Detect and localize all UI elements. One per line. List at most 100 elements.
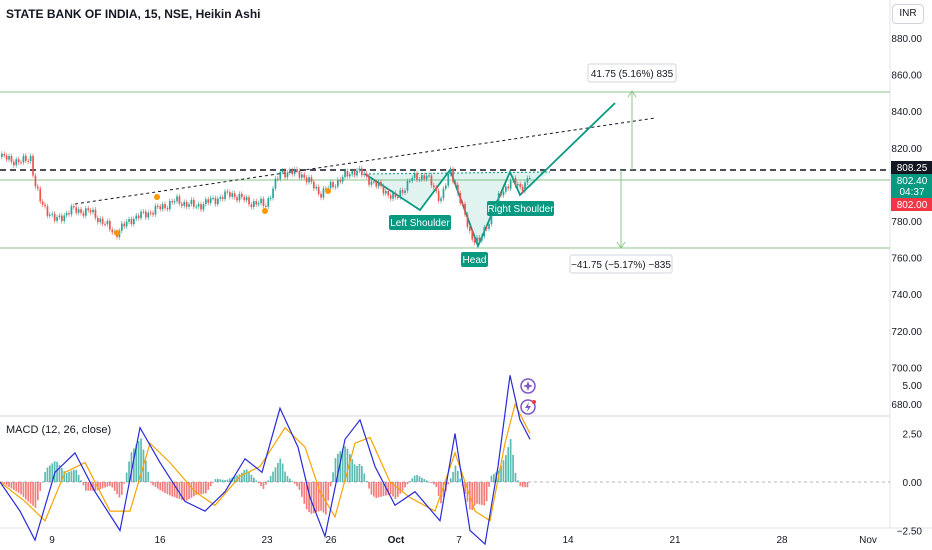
macd-histogram-bar: [169, 482, 171, 496]
macd-histogram-bar: [293, 482, 296, 484]
svg-text:802.40: 802.40: [897, 176, 928, 187]
signal-marker: [325, 188, 331, 194]
trendline[interactable]: [74, 117, 656, 205]
head-and-shoulders-drawing[interactable]: [0, 90, 890, 249]
macd-histogram-bar: [262, 482, 265, 489]
macd-histogram-bar: [452, 471, 454, 482]
macd-histogram-bar: [229, 478, 231, 482]
macd-histogram-bar: [207, 482, 210, 490]
candle-body: [387, 191, 390, 196]
right-shoulder-label[interactable]: Right Shoulder: [487, 201, 554, 216]
macd-histogram-bar: [89, 482, 92, 491]
candle-body: [296, 169, 298, 171]
macd-histogram-bar: [157, 482, 159, 489]
macd-histogram-bar: [418, 476, 421, 482]
candle-body: [41, 201, 44, 205]
macd-histogram-bar: [399, 482, 402, 494]
macd-histogram-bar: [481, 482, 483, 505]
candle-body: [87, 208, 90, 211]
price-tick: 700.00: [891, 363, 922, 374]
candle-body: [445, 185, 447, 189]
candle-body: [121, 223, 123, 231]
macd-histogram-bar: [65, 472, 68, 482]
candle-body: [389, 195, 392, 199]
macd-histogram-bar: [265, 482, 267, 485]
neckline[interactable]: [364, 171, 551, 175]
macd-tick: 5.00: [903, 381, 923, 392]
candle-body: [37, 186, 39, 189]
pattern-outline[interactable]: [364, 102, 616, 249]
macd-histogram-bar: [214, 479, 217, 482]
candle-body: [305, 177, 308, 183]
candle-body: [382, 185, 385, 194]
candle-body: [202, 204, 205, 210]
macd-histogram-bar: [5, 482, 8, 486]
candle-body: [65, 213, 68, 216]
candle-body: [476, 237, 478, 243]
left-shoulder-label[interactable]: Left Shoulder: [389, 215, 451, 230]
macd-histogram-bar: [27, 482, 30, 502]
candle-body: [262, 198, 265, 206]
head-label[interactable]: Head: [461, 252, 488, 267]
macd-histogram-bar: [281, 463, 284, 482]
candle-body: [449, 168, 452, 174]
macd-histogram-bar: [238, 474, 241, 482]
candle-body: [272, 188, 274, 199]
macd-histogram-bar: [140, 438, 142, 482]
candle-body: [397, 197, 399, 199]
candle-body: [442, 188, 445, 199]
candle-body: [142, 211, 145, 213]
time-tick: 9: [49, 535, 55, 546]
time-tick: Nov: [859, 535, 877, 546]
sparkle-icon[interactable]: [520, 378, 536, 394]
candle-body: [375, 181, 378, 187]
candle-body: [308, 177, 310, 183]
macd-histogram-bar: [82, 482, 85, 486]
target-down-label[interactable]: −41.75 (−5.17%) −835: [569, 254, 673, 274]
candle-body: [507, 186, 510, 189]
macd-histogram-bar: [219, 479, 222, 482]
currency-button[interactable]: INR: [892, 4, 924, 24]
macd-histogram-bar: [29, 482, 32, 504]
macd-histogram-bar: [128, 461, 130, 482]
candle-body: [73, 206, 75, 208]
target-up-label[interactable]: 41.75 (5.16%) 835: [587, 63, 677, 83]
macd-histogram-bar: [394, 482, 397, 500]
macd-histogram-bar: [512, 454, 514, 482]
candle-body: [337, 179, 339, 187]
macd-histogram-bar: [308, 482, 310, 513]
candle-body: [483, 227, 486, 237]
macd-histogram-bar: [253, 477, 255, 482]
candle-body: [17, 159, 20, 163]
macd-histogram-bar: [478, 482, 481, 505]
macd-histogram-bar: [70, 470, 73, 482]
macd-histogram-bar: [212, 482, 214, 483]
macd-histogram-bar: [13, 482, 15, 490]
candle-body: [459, 193, 462, 204]
macd-histogram-bar: [320, 482, 322, 511]
macd-histogram-bar: [94, 482, 97, 491]
candle-body: [425, 175, 428, 180]
macd-histogram-bar: [243, 470, 246, 482]
candle-body: [34, 175, 37, 187]
macd-histogram-bar: [358, 463, 361, 482]
lightning-icon[interactable]: [520, 399, 536, 415]
candle-body: [497, 193, 500, 203]
macd-tick: −2.50: [897, 527, 923, 538]
candle-body: [365, 173, 368, 177]
candle-body: [452, 168, 454, 182]
macd-histogram-bar: [61, 468, 63, 482]
macd-indicator-title[interactable]: MACD (12, 26, close): [6, 424, 112, 436]
svg-text:−41.75 (−5.17%) −835: −41.75 (−5.17%) −835: [571, 260, 671, 271]
macd-histogram-bar: [416, 474, 418, 482]
chart-title: STATE BANK OF INDIA, 15, NSE, Heikin Ash…: [6, 7, 261, 21]
time-tick: 26: [325, 535, 337, 546]
candle-body: [133, 218, 135, 225]
candle-body: [380, 182, 382, 186]
macd-histogram-bar: [493, 473, 495, 482]
candle-body: [85, 208, 87, 216]
candle-body: [111, 229, 114, 233]
candle-body: [140, 211, 142, 219]
